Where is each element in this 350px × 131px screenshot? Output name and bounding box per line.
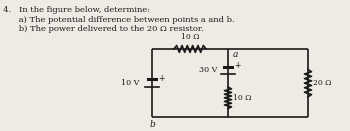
Text: b: b: [149, 120, 155, 129]
Text: +: +: [234, 61, 240, 70]
Text: 30 V: 30 V: [199, 66, 217, 74]
Text: 10 V: 10 V: [121, 79, 139, 87]
Text: 20 Ω: 20 Ω: [313, 79, 331, 87]
Text: 10 Ω: 10 Ω: [233, 94, 252, 102]
Text: a: a: [233, 50, 238, 59]
Text: +: +: [158, 74, 164, 83]
Text: 10 Ω: 10 Ω: [181, 33, 199, 41]
Text: a) The potential difference between points a and b.: a) The potential difference between poin…: [3, 16, 235, 24]
Text: 4.   In the figure below, determine:: 4. In the figure below, determine:: [3, 6, 150, 14]
Text: b) The power delivered to the 20 Ω resistor.: b) The power delivered to the 20 Ω resis…: [3, 25, 204, 33]
